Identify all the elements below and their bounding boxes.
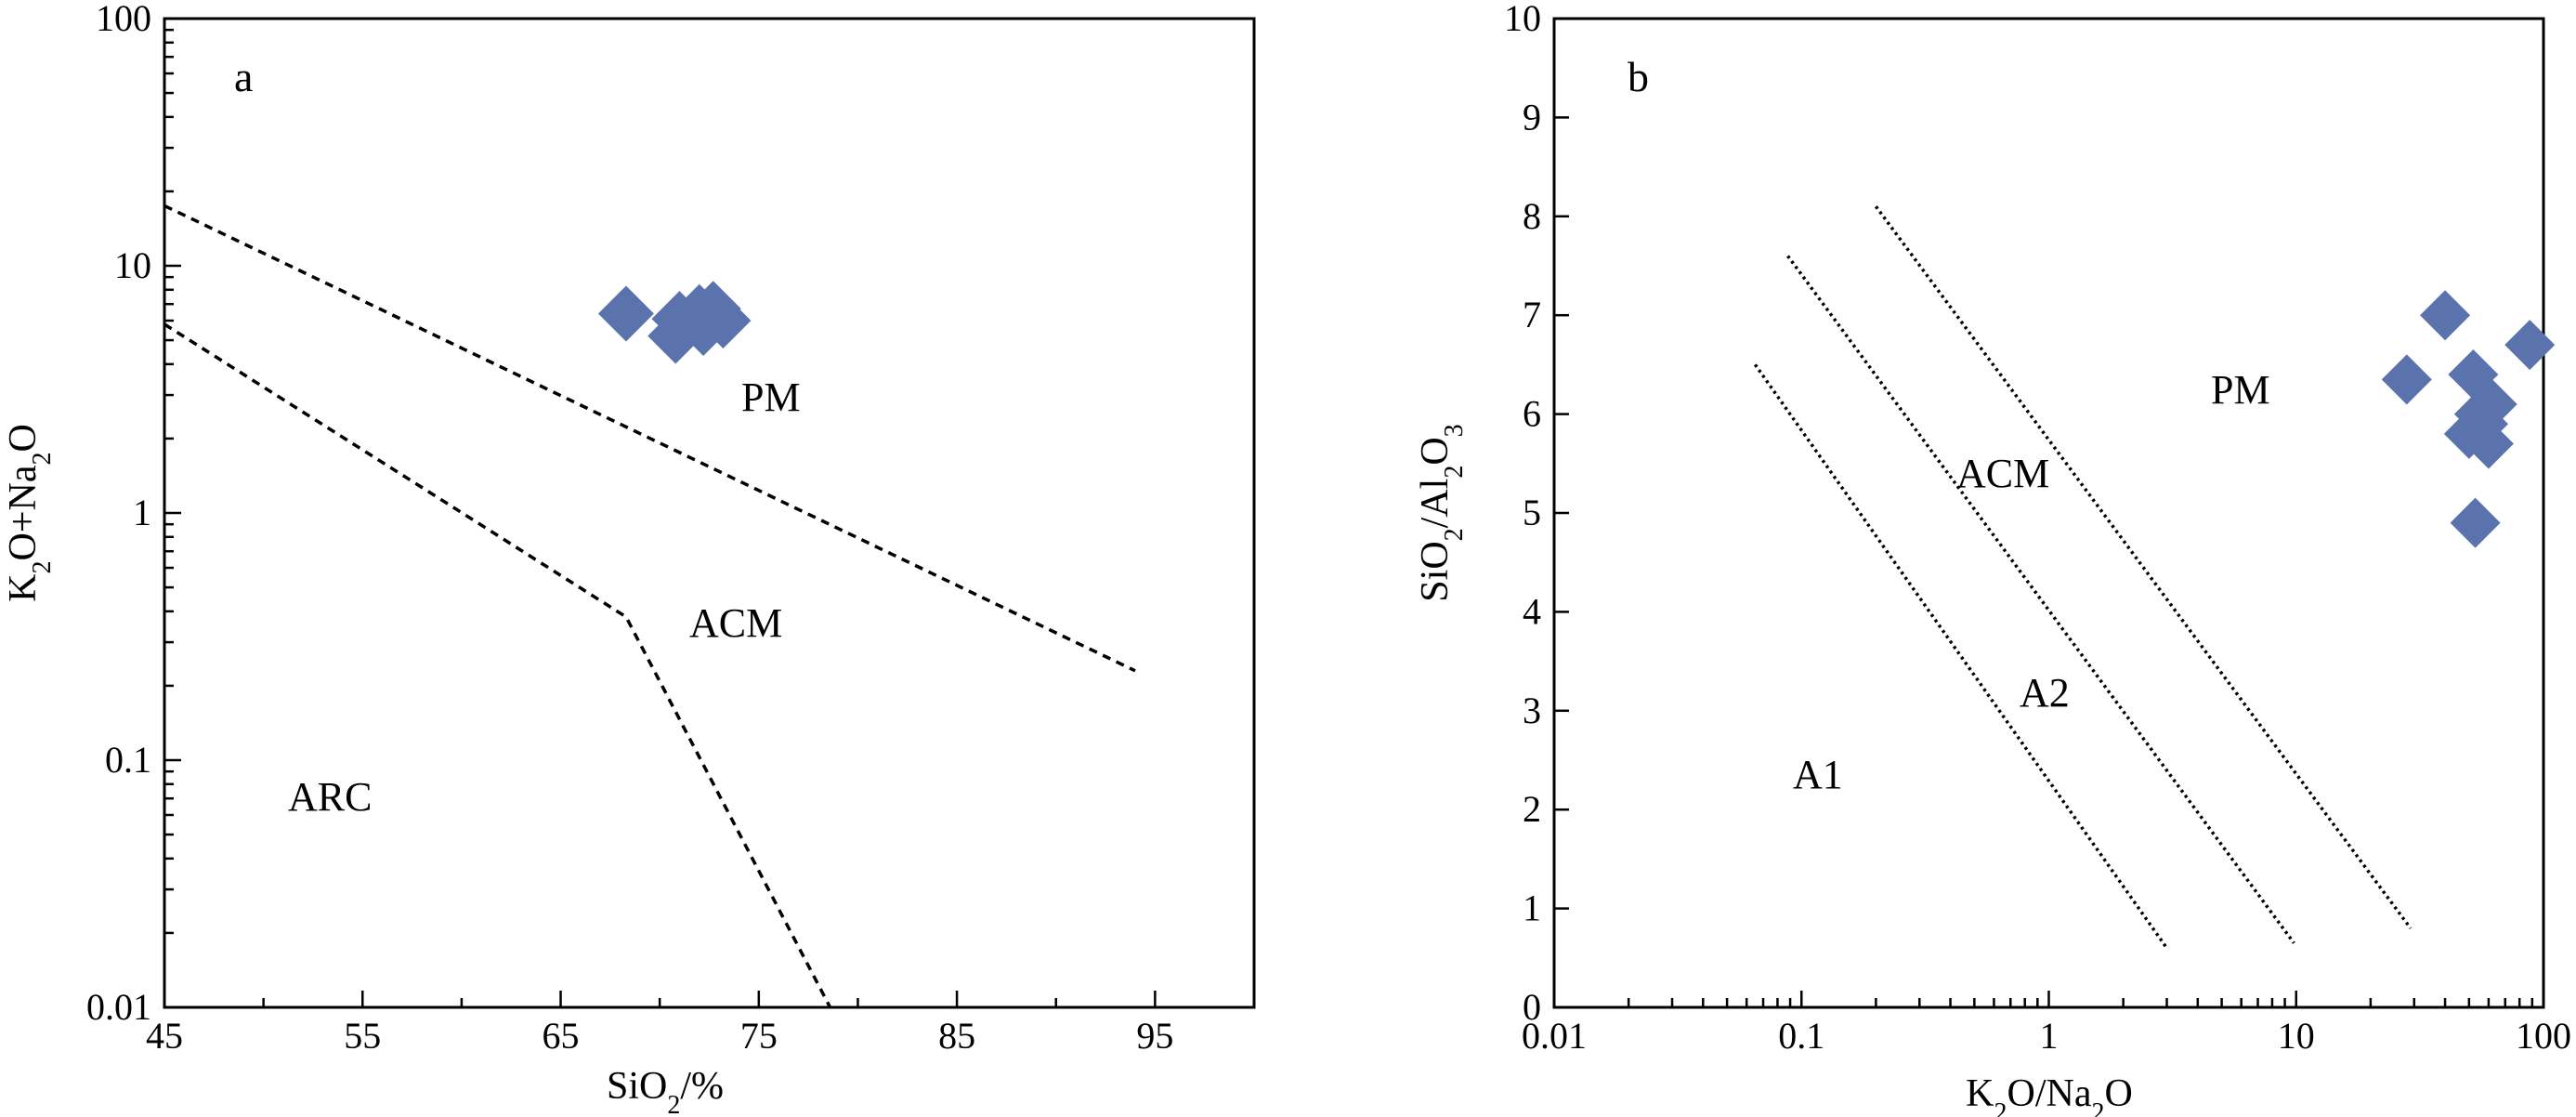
- data-point: [2504, 320, 2556, 371]
- y-tick-label: 9: [1523, 96, 1541, 138]
- region-label-acm-a: ACM: [689, 600, 782, 646]
- y-tick-label: 4: [1523, 590, 1541, 632]
- region-label-arc-a: ARC: [288, 774, 372, 820]
- y-tick-label: 2: [1523, 788, 1541, 830]
- data-point: [2381, 354, 2432, 405]
- data-point: [2420, 290, 2471, 341]
- y-tick-label: 100: [96, 0, 151, 39]
- x-tick-label: 0.1: [1778, 1015, 1824, 1057]
- x-tick-label: 100: [2516, 1015, 2571, 1057]
- data-point: [597, 285, 654, 342]
- x-tick-label: 85: [938, 1015, 975, 1057]
- region-label-a1-b: A1: [1793, 752, 1843, 797]
- x-tick-label: 95: [1136, 1015, 1173, 1057]
- x-tick-label: 0.01: [1522, 1015, 1587, 1057]
- y-tick-label: 8: [1523, 195, 1541, 237]
- x-tick-label: 75: [740, 1015, 778, 1057]
- y-tick-label: 0.01: [86, 986, 151, 1028]
- panel-a-discrimination-diagram: 45 55 65 75 85 95 0.01 0.1 1 10 100 a PM ACM ARC S…: [2, 0, 1256, 1117]
- panel-b-y-axis-title: SiO2/Al2O3: [1414, 424, 1469, 601]
- panel-b-discrimination-diagram: 0.01 0.1 1 10 100 0 1 2 3 4 5 6 7 8 9 10 b PM ACM A2 A1…: [1414, 0, 2571, 1117]
- panel-a-ticks: 45 55 65 75 85 95 0.01 0.1 1 10 100: [86, 0, 1256, 1057]
- panel-a-x-axis-title: SiO2/%: [607, 1065, 724, 1117]
- panel-b-plot-frame: [1552, 17, 2545, 1009]
- panel-b-ticks: 0.01 0.1 1 10 100 0 1 2 3 4 5 6 7 8 9 10: [1504, 0, 2571, 1057]
- panel-b-label: b: [1628, 53, 1649, 100]
- panel-a-y-axis-title: K2O+Na2O: [2, 424, 57, 602]
- panel-a-data-points: [597, 281, 752, 364]
- data-point: [675, 299, 732, 356]
- y-tick-label: 6: [1523, 393, 1541, 435]
- data-point: [2450, 497, 2501, 548]
- x-tick-label: 55: [344, 1015, 381, 1057]
- boundary-line: [163, 322, 832, 1008]
- panel-a-label: a: [234, 53, 253, 100]
- data-point: [2463, 418, 2514, 469]
- y-tick-label: 0.1: [105, 739, 151, 781]
- region-label-acm-b: ACM: [1956, 451, 2049, 496]
- y-tick-label: 3: [1523, 690, 1541, 731]
- boundary-line: [1786, 255, 2295, 944]
- region-label-a2-b: A2: [2020, 670, 2070, 716]
- y-tick-label: 1: [133, 492, 151, 533]
- region-label-pm-b: PM: [2211, 367, 2270, 413]
- panel-b-data-points: [2381, 290, 2556, 548]
- boundary-line: [1753, 363, 2168, 950]
- panel-b-x-axis-title: K2O/Na2O: [1966, 1072, 2133, 1117]
- y-tick-label: 10: [114, 244, 151, 286]
- x-tick-label: 10: [2278, 1015, 2315, 1057]
- boundary-line: [163, 204, 1136, 673]
- y-tick-label: 1: [1523, 887, 1541, 929]
- panel-a-plot-frame: [163, 17, 1256, 1009]
- y-tick-label: 7: [1523, 294, 1541, 335]
- y-tick-label: 10: [1504, 0, 1541, 39]
- y-tick-label: 5: [1523, 492, 1541, 533]
- boundary-line: [1874, 205, 2413, 929]
- x-tick-label: 1: [2040, 1015, 2059, 1057]
- panel-b-boundaries: [1753, 205, 2413, 950]
- x-tick-label: 45: [146, 1015, 183, 1057]
- region-label-pm-a: PM: [741, 375, 801, 420]
- y-tick-label: 0: [1523, 986, 1541, 1028]
- x-tick-label: 65: [543, 1015, 580, 1057]
- panel-a-boundaries: [163, 204, 1136, 1008]
